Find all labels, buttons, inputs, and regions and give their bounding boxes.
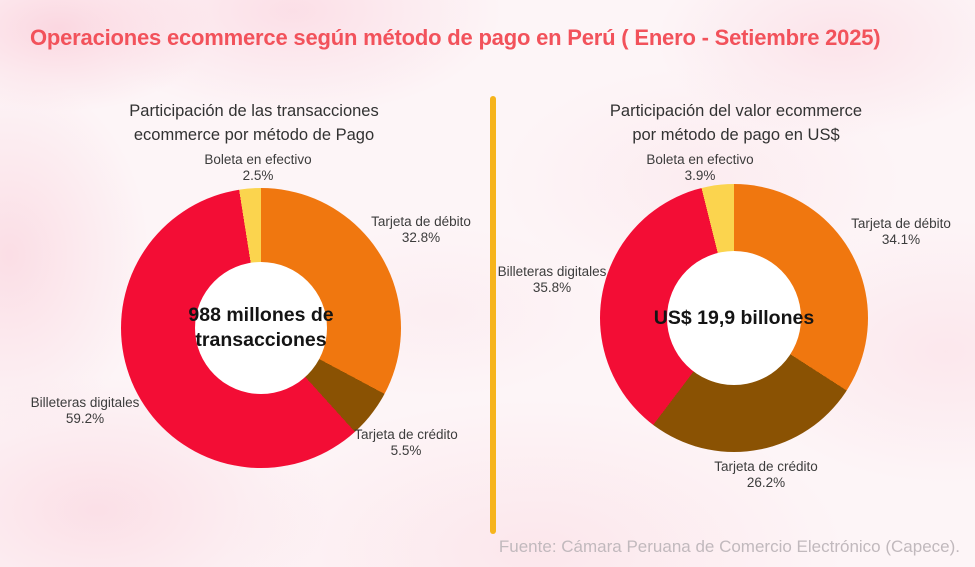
slice-label-name: Tarjeta de débito [851, 216, 951, 231]
left-chart-title-line2: ecommerce por método de Pago [133, 126, 375, 144]
slice-label-name: Tarjeta de débito [371, 214, 471, 229]
left-label-tarjeta-credito: Tarjeta de crédito 5.5% [354, 427, 458, 459]
right-label-tarjeta-debito: Tarjeta de débito 34.1% [851, 216, 951, 248]
left-label-boleta-en-efectivo: Boleta en efectivo 2.5% [204, 152, 311, 184]
left-label-tarjeta-debito: Tarjeta de débito 32.8% [371, 214, 471, 246]
right-chart-title-line2: por método de pago en US$ [632, 126, 840, 144]
slice-label-pct: 5.5% [390, 443, 422, 458]
slice-label-name: Boleta en efectivo [204, 152, 312, 167]
slice-label-pct: 2.5% [242, 168, 274, 183]
right-donut-center-label: US$ 19,9 billones [653, 307, 815, 329]
slice-label-name: Tarjeta de crédito [354, 427, 458, 442]
left-label-billeteras-digitales: Billeteras digitales 59.2% [31, 395, 140, 427]
page-title: Operaciones ecommerce según método de pa… [30, 25, 881, 50]
slice-label-name: Billeteras digitales [30, 395, 140, 410]
left-donut-center-label: 988 millones de transacciones [188, 304, 334, 351]
slice-label-pct: 59.2% [65, 411, 105, 426]
slice-label-pct: 26.2% [746, 475, 786, 490]
slice-label-name: Billeteras digitales [497, 264, 607, 279]
right-label-boleta-en-efectivo: Boleta en efectivo 3.9% [646, 152, 753, 184]
right-label-billeteras-digitales: Billeteras digitales 35.8% [498, 264, 607, 296]
slice-label-pct: 32.8% [401, 230, 441, 245]
left-donut-hole [195, 262, 327, 394]
left-donut-chart [121, 188, 401, 468]
left-chart-title: Participación de las transacciones ecomm… [74, 99, 434, 147]
slice-label-pct: 34.1% [881, 232, 921, 247]
slice-label-pct: 3.9% [684, 168, 716, 183]
slice-label-pct: 35.8% [532, 280, 572, 295]
right-chart-title: Participación del valor ecommerce por mé… [556, 99, 916, 147]
slice-label-name: Tarjeta de crédito [714, 459, 818, 474]
right-label-tarjeta-credito: Tarjeta de crédito 26.2% [714, 459, 818, 491]
left-chart-title-line1: Participación de las transacciones [129, 102, 379, 120]
right-chart-title-line1: Participación del valor ecommerce [609, 102, 863, 120]
source-attribution: Fuente: Cámara Peruana de Comercio Elect… [498, 537, 960, 556]
slice-label-name: Boleta en efectivo [646, 152, 754, 167]
right-donut-chart [600, 184, 868, 452]
right-donut-hole [667, 251, 801, 385]
vertical-divider [490, 96, 496, 534]
